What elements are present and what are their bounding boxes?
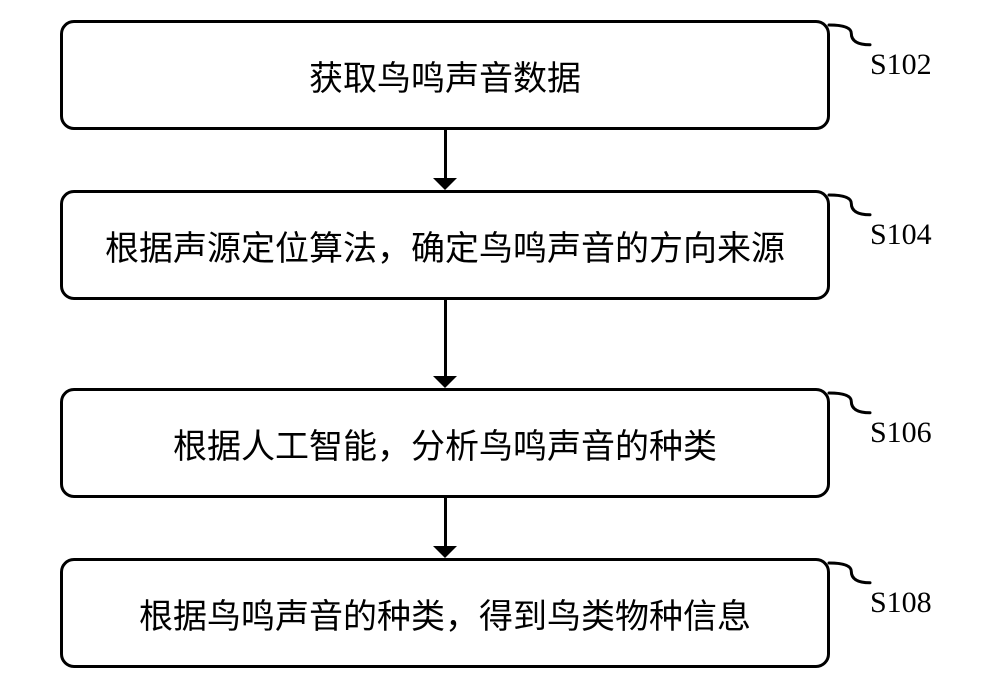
- flow-node-s102: 获取鸟鸣声音数据: [60, 20, 830, 130]
- flow-arrow: [444, 130, 447, 178]
- step-bracket: [826, 560, 872, 625]
- step-label-s106: S106: [870, 416, 932, 450]
- step-bracket: [826, 192, 872, 257]
- flow-node-text: 根据鸟鸣声音的种类，得到鸟类物种信息: [139, 589, 751, 638]
- flowchart-canvas: 获取鸟鸣声音数据 S102 根据声源定位算法，确定鸟鸣声音的方向来源 S104 根据人工…: [0, 0, 1000, 688]
- flow-arrow: [444, 498, 447, 546]
- step-bracket: [826, 22, 872, 87]
- arrow-head-icon: [433, 178, 457, 190]
- flow-node-s108: 根据鸟鸣声音的种类，得到鸟类物种信息: [60, 558, 830, 668]
- flow-node-text: 根据人工智能，分析鸟鸣声音的种类: [173, 419, 717, 468]
- step-bracket: [826, 390, 872, 455]
- arrow-head-icon: [433, 546, 457, 558]
- flow-node-text: 根据声源定位算法，确定鸟鸣声音的方向来源: [105, 221, 785, 270]
- flow-arrow: [444, 300, 447, 376]
- step-label-s104: S104: [870, 218, 932, 252]
- arrow-head-icon: [433, 376, 457, 388]
- flow-node-s106: 根据人工智能，分析鸟鸣声音的种类: [60, 388, 830, 498]
- flow-node-s104: 根据声源定位算法，确定鸟鸣声音的方向来源: [60, 190, 830, 300]
- flow-node-text: 获取鸟鸣声音数据: [309, 51, 581, 100]
- step-label-s108: S108: [870, 586, 932, 620]
- step-label-s102: S102: [870, 48, 932, 82]
